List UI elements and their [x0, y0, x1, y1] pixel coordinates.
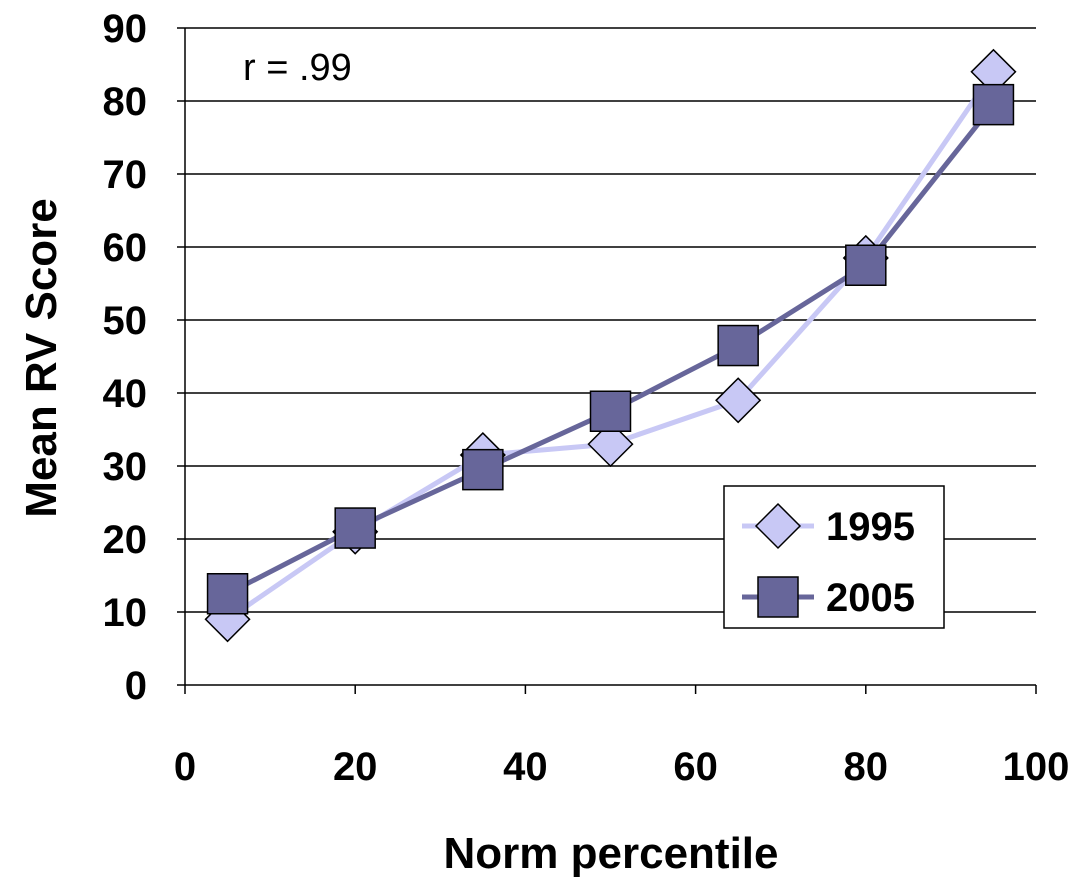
point-1995-50	[587, 421, 634, 468]
point-2005-20	[334, 507, 376, 549]
legend-item-1995: 1995	[742, 502, 915, 550]
point-2005-65	[717, 324, 759, 367]
x-tick-label-40: 40	[503, 745, 548, 789]
y-tick-label-30: 30	[103, 445, 148, 489]
point-2005-50	[589, 390, 632, 432]
y-tick-label-50: 50	[103, 299, 148, 343]
legend: 1995 2005	[723, 485, 945, 629]
legend-label-1995: 1995	[826, 505, 915, 549]
y-tick-label-90: 90	[103, 7, 148, 51]
y-tick-label-40: 40	[103, 372, 148, 416]
point-2005-80	[845, 244, 887, 286]
y-tick-label-60: 60	[103, 226, 148, 270]
point-2005-95	[972, 83, 1015, 126]
axes	[177, 27, 1037, 694]
correlation-annotation: r = .99	[243, 47, 352, 89]
x-tick-label-60: 60	[673, 745, 718, 789]
y-tick-label-70: 70	[103, 153, 148, 197]
y-tick-label-20: 20	[103, 518, 148, 562]
legend-label-2005: 2005	[826, 576, 915, 620]
x-tick-label-100: 100	[1003, 745, 1070, 789]
y-tick-label-0: 0	[125, 664, 147, 708]
legend-item-2005: 2005	[742, 576, 915, 620]
series-layer	[204, 48, 1017, 643]
point-1995-65	[715, 377, 762, 424]
x-tick-label-0: 0	[174, 745, 196, 789]
point-2005-5	[206, 573, 249, 615]
series-2005	[206, 83, 1015, 615]
y-axis-title: Mean RV Score	[17, 198, 66, 518]
x-tick-label-20: 20	[333, 745, 378, 789]
y-tick-labels: 0 10 20 30 40 50 60 70 80 90	[103, 7, 148, 708]
legend-marker-1995	[754, 502, 802, 550]
legend-marker-2005	[757, 576, 799, 618]
x-tick-labels: 0 20 40 60 80 100	[174, 745, 1070, 789]
gridlines	[185, 27, 1036, 613]
x-tick-label-80: 80	[844, 745, 889, 789]
x-axis-title: Norm percentile	[444, 829, 779, 878]
y-tick-label-80: 80	[103, 80, 148, 124]
point-2005-35	[462, 448, 504, 491]
y-tick-label-10: 10	[103, 591, 148, 635]
